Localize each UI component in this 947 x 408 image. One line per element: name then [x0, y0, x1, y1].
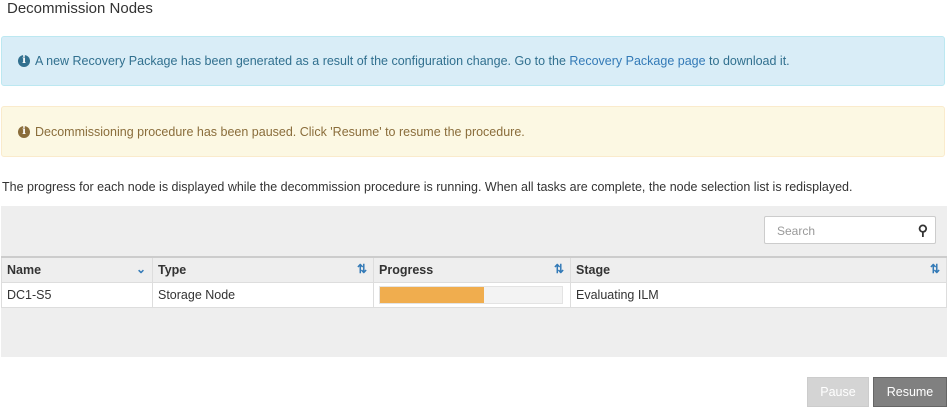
table-row: DC1-S5 Storage Node Evaluating ILM	[1, 282, 947, 308]
cell-stage: Evaluating ILM	[570, 282, 947, 308]
search-box: ⚲	[764, 216, 936, 244]
cell-name: DC1-S5	[1, 282, 153, 308]
nodes-table: Name ⌄ Type ⇅ Progress ⇅ Stage ⇅ DC1-S5 Stor…	[1, 256, 947, 308]
sort-icon: ⇅	[553, 262, 564, 276]
page-title: Decommission Nodes	[7, 0, 153, 17]
progress-fill	[380, 287, 484, 303]
resume-button[interactable]: Resume	[873, 377, 947, 407]
column-header-stage[interactable]: Stage ⇅	[570, 256, 947, 283]
column-header-type[interactable]: Type ⇅	[152, 256, 374, 283]
info-circle-icon: i	[18, 55, 30, 67]
recovery-package-link[interactable]: Recovery Package page	[569, 54, 706, 68]
warning-text: Decommissioning procedure has been pause…	[35, 124, 525, 139]
description: The progress for each node is displayed …	[2, 180, 853, 194]
pause-button[interactable]: Pause	[807, 377, 869, 407]
sort-icon: ⇅	[356, 262, 367, 276]
column-header-name[interactable]: Name ⌄	[1, 256, 153, 283]
search-icon[interactable]: ⚲	[917, 222, 928, 238]
cell-type: Storage Node	[152, 282, 374, 308]
column-header-progress[interactable]: Progress ⇅	[373, 256, 571, 283]
cell-progress	[373, 282, 571, 308]
sort-icon: ⇅	[929, 262, 940, 276]
info-alert: i A new Recovery Package has been genera…	[1, 36, 945, 86]
search-input[interactable]	[775, 223, 909, 239]
chevron-down-icon: ⌄	[135, 262, 146, 276]
progress-bar	[379, 286, 563, 304]
info-text: A new Recovery Package has been generate…	[35, 54, 790, 68]
warning-alert: i Decommissioning procedure has been pau…	[1, 106, 945, 157]
info-circle-icon: i	[18, 125, 30, 138]
